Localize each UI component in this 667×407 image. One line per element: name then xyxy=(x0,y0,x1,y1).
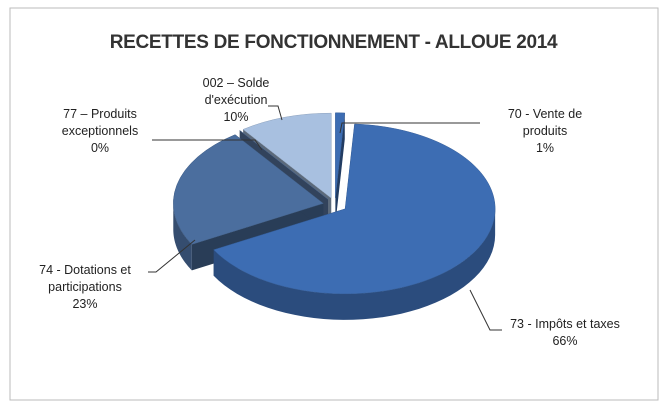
leader-line xyxy=(152,139,263,151)
slice xyxy=(239,130,329,200)
slice-value-label: 10% xyxy=(223,110,249,124)
leader-line xyxy=(339,122,480,134)
slice-value-label: 23% xyxy=(72,297,98,311)
slice-side xyxy=(173,203,192,271)
slice xyxy=(173,134,324,245)
slice-side xyxy=(213,208,496,320)
slice-label: 002 – Solde d'exécution xyxy=(202,76,270,107)
leader-line xyxy=(469,289,502,331)
slice-label: 73 - Impôts et taxes xyxy=(510,317,620,331)
slice xyxy=(335,112,346,198)
slice-value-label: 1% xyxy=(535,141,555,155)
slice-label: 74 - Dotations et participations xyxy=(39,263,131,294)
leader-line xyxy=(148,239,196,273)
slice-label: 77 – Produits exceptionnels xyxy=(61,107,139,138)
slice-wall xyxy=(335,112,345,224)
chart-title: RECETTES DE FONCTIONNEMENT - ALLOUE 2014 xyxy=(109,32,558,53)
slice-value-label: 66% xyxy=(552,334,578,348)
leader-line xyxy=(268,105,283,121)
slice-label: 70 - Vente de produits xyxy=(507,107,583,138)
slice xyxy=(213,123,496,295)
chart-border xyxy=(9,7,659,401)
slice xyxy=(242,112,332,199)
slice-value-label: 0% xyxy=(90,141,110,155)
